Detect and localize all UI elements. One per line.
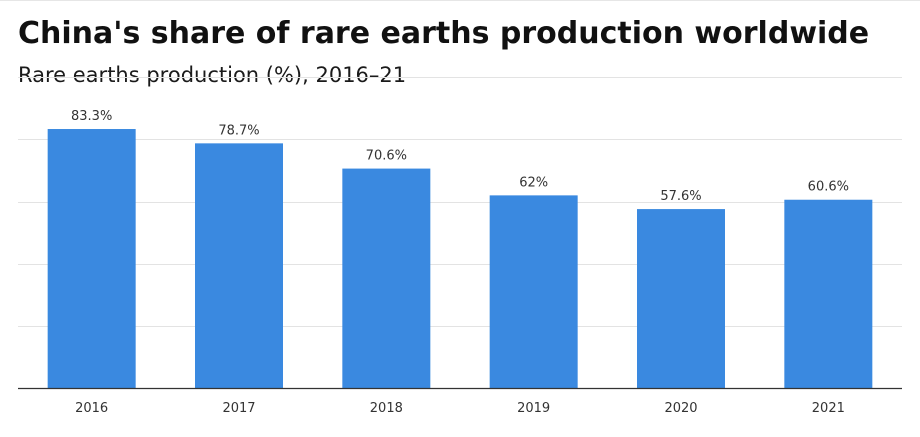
top-divider — [0, 0, 920, 1]
value-label-2020: 57.6% — [660, 189, 701, 204]
value-labels: 83.3% 78.7% 70.6% 62% 57.6% 60.6% — [71, 109, 849, 204]
chart-subtitle: Rare earths production (%), 2016–21 — [18, 63, 407, 87]
gridlines — [18, 77, 902, 327]
x-tick-label-2020: 2020 — [664, 401, 697, 416]
value-label-2017: 78.7% — [218, 123, 259, 138]
bar-2021 — [784, 199, 873, 389]
value-label-2018: 70.6% — [366, 149, 407, 164]
bar-2016 — [47, 129, 136, 389]
bar-2018 — [342, 168, 431, 389]
x-tick-label-2017: 2017 — [222, 401, 255, 416]
bar-2020 — [637, 209, 725, 389]
x-tick-label-2021: 2021 — [812, 401, 845, 416]
x-tick-label-2016: 2016 — [75, 401, 108, 416]
bars — [47, 129, 873, 389]
value-label-2016: 83.3% — [71, 109, 112, 124]
x-tick-label-2019: 2019 — [517, 401, 550, 416]
chart-title: China's share of rare earths production … — [18, 16, 870, 51]
value-label-2019: 62% — [519, 175, 548, 190]
value-label-2021: 60.6% — [808, 180, 849, 195]
bar-2019 — [489, 195, 578, 389]
x-axis-ticks: 2016 2017 2018 2019 2020 2021 — [75, 401, 845, 416]
x-tick-label-2018: 2018 — [370, 401, 403, 416]
bar-2017 — [195, 143, 283, 389]
